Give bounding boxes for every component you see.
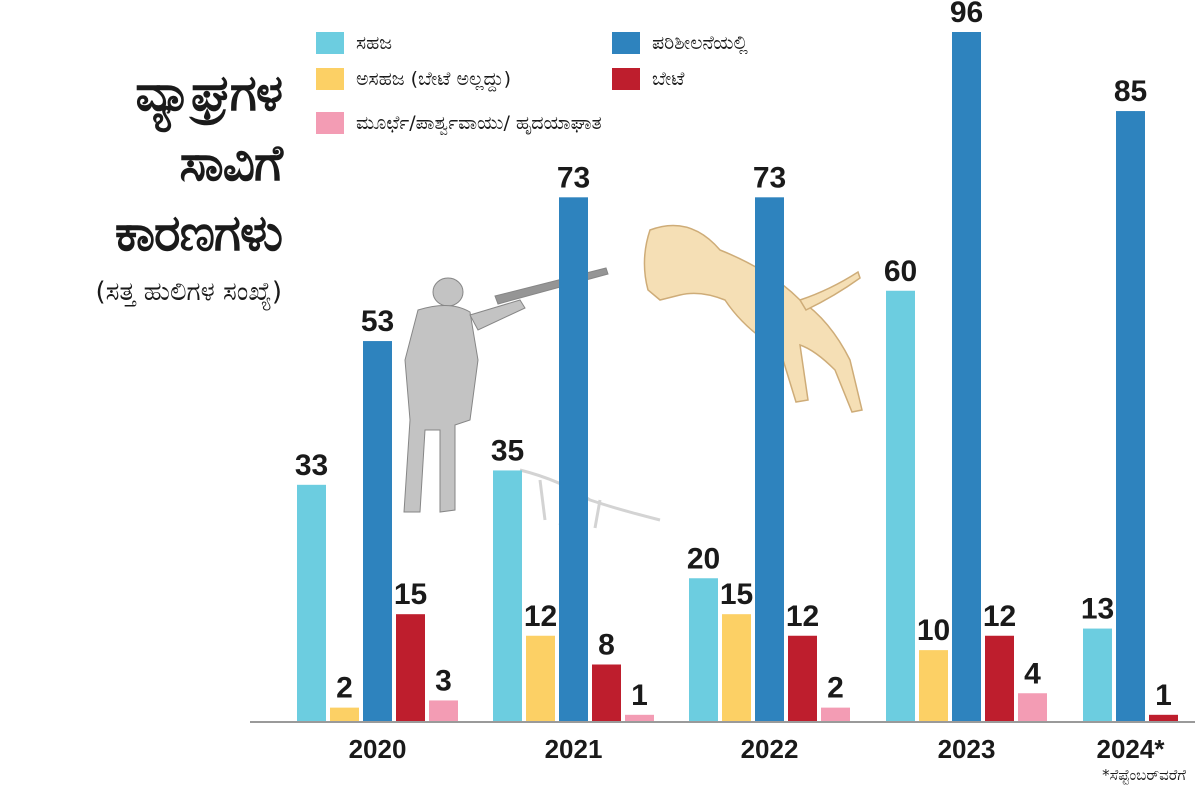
title-line-3: ಕಾರಣಗಳು: [114, 204, 283, 262]
chart-subtitle: (ಸತ್ತ ಹುಲಿಗಳ ಸಂಖ್ಯೆ): [95, 277, 282, 307]
data-label-under-review-2022: 73: [753, 161, 786, 194]
x-tick-label-2022: 2022: [741, 734, 799, 764]
data-label-poaching-2020: 15: [394, 578, 427, 611]
data-label-natural-2024: 13: [1081, 593, 1114, 626]
skeleton-illustration: [519, 468, 661, 529]
legend-item-under-review: ಪರಿಶೀಲನೆಯಲ್ಲಿ: [612, 32, 748, 54]
legend-item-natural: ಸಹಜ: [316, 32, 392, 54]
bar-stroke-2022: [821, 707, 850, 722]
legend-item-stroke: ಮೂರ್ಛೆ/ಪಾರ್ಶ್ವವಾಯು/ ಹೃದಯಾಘಾತ: [316, 112, 602, 134]
x-tick-label-2024: 2024*: [1097, 734, 1166, 764]
chart-title: ವ್ಯಾಘ್ರಗಳ ಸಾವಿಗೆ ಕಾರಣಗಳು (ಸತ್ತ ಹುಲಿಗಳ ಸಂ…: [20, 58, 284, 312]
data-label-poaching-2021: 8: [598, 629, 615, 662]
bar-natural-2023: [886, 290, 915, 722]
data-label-poaching-2022: 12: [786, 600, 819, 633]
bar-natural-2020: [297, 484, 326, 722]
bar-unnatural-2020: [330, 707, 359, 722]
data-label-under-review-2021: 73: [557, 161, 590, 194]
legend-swatch-stroke: [316, 112, 344, 134]
data-label-under-review-2024: 85: [1114, 75, 1147, 108]
illustrations: [403, 224, 863, 529]
legend-label-unnatural: ಅಸಹಜ (ಬೇಟೆ ಅಲ್ಲದ್ದು): [356, 68, 512, 90]
bar-unnatural-2022: [722, 614, 751, 722]
data-label-poaching-2023: 12: [983, 600, 1016, 633]
legend-item-poaching: ಬೇಟೆ: [612, 68, 684, 90]
x-tick-label-2020: 2020: [349, 734, 407, 764]
data-label-under-review-2020: 53: [361, 305, 394, 338]
data-label-stroke-2021: 1: [631, 679, 648, 712]
data-label-unnatural-2023: 10: [917, 614, 950, 647]
bar-poaching-2023: [985, 635, 1014, 722]
bar-under-review-2024: [1116, 111, 1145, 722]
legend-swatch-unnatural: [316, 68, 344, 90]
title-line-2: ಸಾವಿಗೆ: [179, 134, 284, 192]
data-label-stroke-2023: 4: [1024, 657, 1041, 690]
data-label-natural-2023: 60: [884, 255, 917, 288]
bar-poaching-2021: [592, 664, 621, 722]
bar-stroke-2023: [1018, 693, 1047, 722]
legend-label-poaching: ಬೇಟೆ: [652, 68, 685, 90]
bar-under-review-2022: [755, 197, 784, 722]
bar-unnatural-2021: [526, 635, 555, 722]
bar-poaching-2022: [788, 635, 817, 722]
bar-stroke-2021: [625, 714, 654, 722]
bar-natural-2022: [689, 578, 718, 722]
bar-unnatural-2023: [919, 650, 948, 722]
bar-stroke-2020: [429, 700, 458, 722]
data-label-unnatural-2020: 2: [336, 672, 353, 705]
bar-poaching-2024: [1149, 714, 1178, 722]
legend-swatch-poaching: [612, 68, 640, 90]
x-tick-labels: 2020 2021 2022 2023 2024*: [349, 734, 1166, 764]
bar-natural-2021: [493, 470, 522, 722]
data-label-natural-2021: 35: [491, 434, 524, 467]
legend-label-stroke: ಮೂರ್ಛೆ/ಪಾರ್ಶ್ವವಾಯು/ ಹೃದಯಾಘಾತ: [356, 112, 602, 134]
data-label-poaching-2024: 1: [1155, 679, 1172, 712]
bars-layer: [297, 32, 1178, 722]
x-tick-label-2023: 2023: [938, 734, 996, 764]
legend-swatch-under-review: [612, 32, 640, 54]
data-label-stroke-2022: 2: [827, 672, 844, 705]
data-label-under-review-2023: 96: [950, 0, 983, 29]
legend-swatch-natural: [316, 32, 344, 54]
legend-item-unnatural: ಅಸಹಜ (ಬೇಟೆ ಅಲ್ಲದ್ದು): [316, 68, 511, 90]
data-label-natural-2022: 20: [687, 542, 720, 575]
title-line-1: ವ್ಯಾಘ್ರಗಳ: [135, 64, 283, 122]
x-tick-label-2021: 2021: [545, 734, 603, 764]
bar-under-review-2021: [559, 197, 588, 722]
tiger-illustration: [643, 224, 863, 413]
bar-natural-2024: [1083, 628, 1112, 722]
legend-label-natural: ಸಹಜ: [356, 32, 393, 54]
data-label-unnatural-2022: 15: [720, 578, 753, 611]
data-label-stroke-2020: 3: [435, 664, 452, 697]
data-label-unnatural-2021: 12: [524, 600, 557, 633]
data-label-natural-2020: 33: [295, 449, 328, 482]
bar-poaching-2020: [396, 614, 425, 722]
bar-under-review-2023: [952, 32, 981, 722]
legend-label-under-review: ಪರಿಶೀಲನೆಯಲ್ಲಿ: [652, 32, 748, 54]
footnote: *ಸೆಪ್ಟೆಂಬರ್‌ವರೆಗೆ: [1102, 766, 1186, 784]
bar-under-review-2020: [363, 341, 392, 722]
